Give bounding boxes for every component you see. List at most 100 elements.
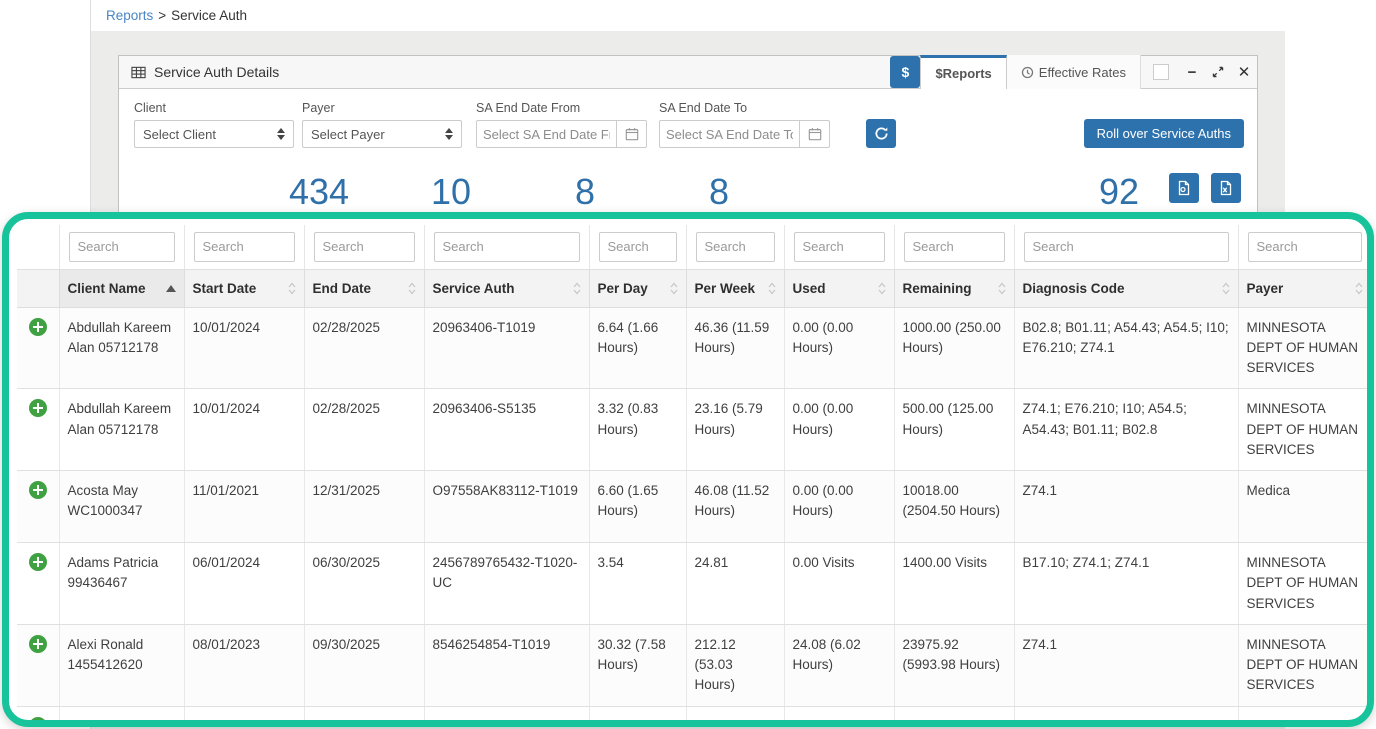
dollar-button[interactable]: $ [890,56,920,88]
payer-select[interactable]: Select Payer [302,120,462,148]
sort-icon [878,282,886,295]
column-header-remaining[interactable]: Remaining [894,269,1014,307]
expand-row-icon[interactable] [29,481,47,499]
sa-end-date-from-label: SA End Date From [476,101,647,115]
search-client-name-input[interactable] [69,232,175,262]
expand-row-icon[interactable] [29,318,47,336]
cell-service-auth: 20963406-T1019 [424,307,589,389]
cell-start-date: 08/01/2023 [184,624,304,706]
service-auth-table: Client Name Start Date End Date Service … [17,225,1371,727]
expand-row-icon[interactable] [29,553,47,571]
payer-filter-label: Payer [302,101,462,115]
page: Reports > Service Auth Service Auth Deta… [0,0,1376,729]
client-filter-label: Client [134,101,294,115]
sort-icon [1355,282,1363,295]
tab-effective-rates-label: Effective Rates [1039,65,1126,80]
column-header-payer[interactable]: Payer [1238,269,1371,307]
cell-start-date: 10/01/2024 [184,389,304,471]
cell-end-date: 02/28/2025 [304,389,424,471]
table-grid-icon [131,65,146,80]
export-excel-button[interactable] [1211,173,1241,203]
table-row[interactable]: Acosta May WC1000347 11/01/2021 12/31/20… [17,471,1371,543]
cell-payer: MINNESOTA DEPT OF HUMAN SERVICES [1238,624,1371,706]
cell-remaining: 10012.00 (2503.00 Hours) [894,706,1014,727]
cell-used: 0.00 (0.00 Hours) [784,307,894,389]
filter-bar: Client Select Client Payer Select Payer … [119,89,1257,154]
calendar-icon[interactable] [616,121,646,147]
window-checkbox[interactable] [1153,64,1169,80]
column-header-per-week[interactable]: Per Week [686,269,784,307]
export-pdf-button[interactable] [1169,173,1199,203]
cell-diagnosis-code: Z74.1 [1014,471,1238,543]
search-service-auth-input[interactable] [434,232,580,262]
breadcrumb-current: Service Auth [171,8,247,23]
search-row [17,225,1371,269]
window-header: Service Auth Details $ $Reports Effectiv… [119,56,1257,89]
cell-end-date: 12/31/2025 [304,706,424,727]
rollover-service-auths-button[interactable]: Roll over Service Auths [1084,119,1244,148]
cell-diagnosis-code: B02.8; B01.11; A54.43; A54.5; I10; E76.2… [1014,307,1238,389]
breadcrumb-reports-link[interactable]: Reports [106,8,153,23]
stat-value-5: 92 [1099,171,1139,213]
select-arrows-icon [445,128,453,140]
sort-icon [288,282,296,295]
table-row[interactable]: Amber Connie WC1000341 11/01/2021 12/31/… [17,706,1371,727]
cell-client-name: Abdullah Kareem Alan 05712178 [59,389,184,471]
calendar-icon[interactable] [799,121,829,147]
select-arrows-icon [277,128,285,140]
column-header-service-auth[interactable]: Service Auth [424,269,589,307]
search-used-input[interactable] [794,232,885,262]
search-end-date-input[interactable] [314,232,415,262]
cell-per-day: 3.54 [589,543,686,625]
column-header-diagnosis-code[interactable]: Diagnosis Code [1014,269,1238,307]
minimize-button[interactable]: − [1179,55,1205,89]
expand-row-icon[interactable] [29,399,47,417]
cell-diagnosis-code: Z74.1; E76.210; I10; A54.5; A54.43; B01.… [1014,389,1238,471]
expand-row-icon[interactable] [29,717,47,728]
table-row[interactable]: Abdullah Kareem Alan 05712178 10/01/2024… [17,389,1371,471]
sort-asc-icon [166,285,176,292]
sort-icon [1222,282,1230,295]
column-header-start-date[interactable]: Start Date [184,269,304,307]
expand-row-icon[interactable] [29,635,47,653]
cell-remaining: 1400.00 Visits [894,543,1014,625]
cell-payer: Medica [1238,706,1371,727]
column-header-client-name[interactable]: Client Name [59,269,184,307]
cell-per-week: 24.81 [686,543,784,625]
cell-end-date: 06/30/2025 [304,543,424,625]
column-header-end-date[interactable]: End Date [304,269,424,307]
cell-per-day: 30.32 (7.58 Hours) [589,624,686,706]
close-button[interactable]: ✕ [1231,55,1257,89]
column-header-used[interactable]: Used [784,269,894,307]
cell-diagnosis-code: Z74.1 [1014,624,1238,706]
cell-used: 0.00 (0.00 Hours) [784,389,894,471]
refresh-button[interactable] [866,119,896,148]
cell-start-date: 11/01/2021 [184,706,304,727]
search-start-date-input[interactable] [194,232,295,262]
tab-reports[interactable]: $Reports [920,55,1006,89]
column-header-per-day[interactable]: Per Day [589,269,686,307]
cell-used: 24.08 (6.02 Hours) [784,624,894,706]
cell-end-date: 12/31/2025 [304,471,424,543]
search-diagnosis-code-input[interactable] [1024,232,1229,262]
cell-client-name: Abdullah Kareem Alan 05712178 [59,307,184,389]
cell-service-auth: 2456789765432-T1020-UC [424,543,589,625]
search-per-day-input[interactable] [599,232,677,262]
cell-service-auth: I79305AK09112-T1019 [424,706,589,727]
header-row: Client Name Start Date End Date Service … [17,269,1371,307]
client-select[interactable]: Select Client [134,120,294,148]
maximize-button[interactable] [1205,55,1231,89]
cell-payer: Medica [1238,471,1371,543]
search-remaining-input[interactable] [904,232,1005,262]
table-row[interactable]: Adams Patricia 99436467 06/01/2024 06/30… [17,543,1371,625]
cell-per-day: 6.64 (1.66 Hours) [589,307,686,389]
cell-client-name: Amber Connie WC1000341 [59,706,184,727]
table-row[interactable]: Alexi Ronald 1455412620 08/01/2023 09/30… [17,624,1371,706]
sa-end-date-to-input[interactable] [660,121,799,147]
table-row[interactable]: Abdullah Kareem Alan 05712178 10/01/2024… [17,307,1371,389]
search-per-week-input[interactable] [696,232,775,262]
search-payer-input[interactable] [1248,232,1363,262]
tab-effective-rates[interactable]: Effective Rates [1007,55,1141,89]
sa-end-date-from-input[interactable] [477,121,616,147]
expand-icon [1211,65,1225,79]
